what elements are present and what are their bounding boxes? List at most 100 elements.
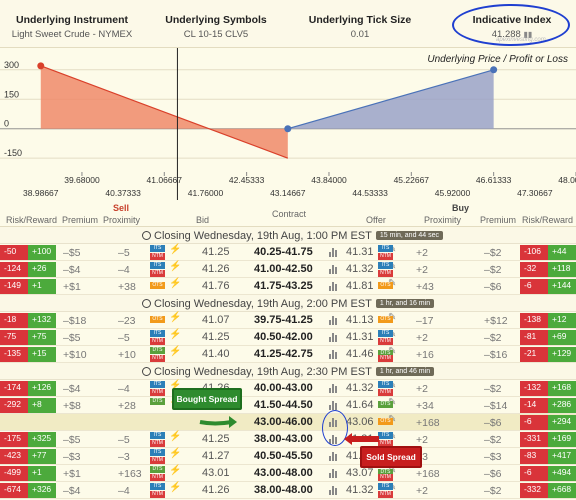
bolt-icon[interactable]: ⚡ xyxy=(169,431,182,442)
bar-chart-icon[interactable] xyxy=(329,467,339,478)
buy-proximity: +2 xyxy=(416,332,428,344)
table-row[interactable]: -174+126–$4–4ITSNTM⚡41.2640.00-43.0041.3… xyxy=(0,380,576,397)
sell-premium: –$4 xyxy=(63,264,81,276)
risk-value: -14 xyxy=(524,399,537,409)
sell-status-tags: DTS NTM ⚡ xyxy=(150,465,198,481)
bar-chart-icon[interactable] xyxy=(329,331,339,342)
bar-chart-icon[interactable] xyxy=(329,314,339,325)
bar-chart-icon[interactable] xyxy=(329,382,339,393)
bolt-icon[interactable]: ⚡ xyxy=(169,312,182,323)
clock-icon xyxy=(142,231,151,240)
buy-premium: –$14 xyxy=(484,400,508,412)
reward-value: +12 xyxy=(552,314,567,324)
bolt-icon[interactable]: ⚡ xyxy=(169,261,182,272)
table-row[interactable]: -499 +1 +$1 +163 DTS NTM ⚡ 43.01 43.00-48.00 43.0… xyxy=(0,465,576,482)
risk-value: -499 xyxy=(4,467,22,477)
col-proximity-right: Proximity xyxy=(424,215,462,225)
instrument-value: Light Sweet Crude - NYMEX xyxy=(11,29,133,40)
table-row[interactable]: -75+75–$5–5ITSNTM⚡41.2540.50-42.0041.31✎… xyxy=(0,329,576,346)
bid-price[interactable]: 41.26 xyxy=(202,263,230,275)
contract-range[interactable]: 39.75-41.25 xyxy=(254,314,313,326)
bolt-icon[interactable]: ⚡ xyxy=(169,278,182,289)
bid-price[interactable]: 41.26 xyxy=(202,484,230,496)
bid-price[interactable]: 41.40 xyxy=(202,348,230,360)
bar-chart-icon[interactable] xyxy=(329,450,339,461)
contract-range[interactable]: 38.00-48.00 xyxy=(254,484,313,496)
status-tag: NTM xyxy=(378,338,393,345)
bolt-icon[interactable]: ⚡ xyxy=(169,380,182,391)
bar-chart-icon[interactable] xyxy=(329,484,339,495)
bolt-icon[interactable]: ⚡ xyxy=(169,244,182,255)
bid-price[interactable]: 41.25 xyxy=(202,433,230,445)
bar-chart-icon[interactable] xyxy=(329,399,339,410)
table-row[interactable]: 43.00-46.00 43.06✎OTS +168 –$6 -6 +294 xyxy=(0,414,576,431)
buy-premium: –$16 xyxy=(484,349,508,361)
offer-price[interactable]: 41.46 xyxy=(346,348,374,360)
contract-range[interactable]: 41.25-42.75 xyxy=(254,348,313,360)
bar-chart-icon[interactable] xyxy=(329,263,339,274)
bolt-icon[interactable]: ⚡ xyxy=(169,465,182,476)
offer-price[interactable]: 41.32 xyxy=(346,484,374,496)
bolt-icon[interactable]: ⚡ xyxy=(169,346,182,357)
table-row[interactable]: -149 +1 +$1 +38 OTS ⚡ 41.76 41.75-43.25 41.81✎OT… xyxy=(0,278,576,295)
section-header: Closing Wednesday, 19th Aug, 2:00 PM EST… xyxy=(0,295,576,312)
bolt-icon[interactable]: ⚡ xyxy=(169,482,182,493)
bar-chart-icon[interactable] xyxy=(329,246,339,257)
bid-price[interactable]: 41.25 xyxy=(202,331,230,343)
contract-range[interactable]: 41.00-42.50 xyxy=(254,263,313,275)
status-tag: ITS xyxy=(150,330,165,337)
contract-range[interactable]: 40.50-42.00 xyxy=(254,331,313,343)
contract-range[interactable]: 40.00-43.00 xyxy=(254,382,313,394)
bid-price[interactable]: 41.27 xyxy=(202,450,230,462)
contract-range[interactable]: 38.00-43.00 xyxy=(254,433,313,445)
status-tag: ITS xyxy=(150,245,165,252)
x-tick-label: 41.76000 xyxy=(188,188,224,198)
table-row[interactable]: -135 +15 +$10 +10 DTS NTM ⚡ 41.40 41.25-42.75 41.… xyxy=(0,346,576,363)
status-tag: NTM xyxy=(150,253,165,260)
offer-price[interactable]: 41.32 xyxy=(346,382,374,394)
table-row[interactable]: -423+77–$3–3ITSNTM⚡41.2740.50-45.5041.33… xyxy=(0,448,576,465)
offer-price[interactable]: 41.64 xyxy=(346,399,374,411)
table-row[interactable]: -18 +132 –$18 –23 OTS ⚡ 41.07 39.75-41.25 41.13✎… xyxy=(0,312,576,329)
sell-premium: –$5 xyxy=(63,332,81,344)
reward-value: +75 xyxy=(32,331,47,341)
section-title-wrap: Closing Wednesday, 19th Aug, 2:00 PM EST… xyxy=(142,298,435,310)
offer-price[interactable]: 41.13 xyxy=(346,314,374,326)
contract-range[interactable]: 43.00-48.00 xyxy=(254,467,313,479)
bar-chart-icon[interactable] xyxy=(329,348,339,359)
offer-price[interactable]: 43.06 xyxy=(346,416,374,428)
bolt-icon[interactable]: ⚡ xyxy=(169,448,182,459)
offer-price[interactable]: 43.07 xyxy=(346,467,374,479)
contract-range[interactable]: 41.75-43.25 xyxy=(254,280,313,292)
offer-price[interactable]: 41.81 xyxy=(346,280,374,292)
x-tick-label: 42.45333 xyxy=(229,175,265,185)
bolt-icon[interactable]: ⚡ xyxy=(169,329,182,340)
offer-price[interactable]: 41.32 xyxy=(346,263,374,275)
contract-range[interactable]: 43.00-46.00 xyxy=(254,416,313,428)
x-tick-label: 46.61333 xyxy=(476,175,512,185)
section-title: Closing Wednesday, 19th Aug, 1:00 PM EST xyxy=(154,230,372,242)
table-row[interactable]: -175+325–$5–5ITSNTM⚡41.2538.00-43.0041.3… xyxy=(0,431,576,448)
bid-price[interactable]: 41.07 xyxy=(202,314,230,326)
buy-status-tags: ✎DTS xyxy=(348,397,408,413)
bar-chart-icon[interactable] xyxy=(329,280,339,291)
bid-price[interactable]: 41.25 xyxy=(202,246,230,258)
offer-price[interactable]: 41.31 xyxy=(346,246,374,258)
table-row[interactable]: -50 +100 –$5 –5 ITS NTM ⚡ 41.25 40.25-41.75 41.31… xyxy=(0,244,576,261)
section-title: Closing Wednesday, 19th Aug, 2:00 PM EST xyxy=(154,298,372,310)
table-row[interactable]: -292+8+$8+28DTS⚡41.5841.50-44.5041.64✎DT… xyxy=(0,397,576,414)
contract-range[interactable]: 41.50-44.50 xyxy=(254,399,313,411)
sold-spread-label: Sold Spread xyxy=(366,452,416,462)
table-row[interactable]: -674 +326 –$4 –4 ITS NTM ⚡ 41.26 38.00-48.00 41.3… xyxy=(0,482,576,499)
offer-price[interactable]: 41.31 xyxy=(346,331,374,343)
bid-price[interactable]: 41.76 xyxy=(202,280,230,292)
contract-range[interactable]: 40.50-45.50 xyxy=(254,450,313,462)
table-row[interactable]: -124 +26 –$4 –4 ITS NTM ⚡ 41.26 41.00-42.50 41.32… xyxy=(0,261,576,278)
contract-range[interactable]: 40.25-41.75 xyxy=(254,246,313,258)
status-tag: NTM xyxy=(378,253,393,260)
risk-value: -292 xyxy=(4,399,22,409)
bid-price[interactable]: 43.01 xyxy=(202,467,230,479)
